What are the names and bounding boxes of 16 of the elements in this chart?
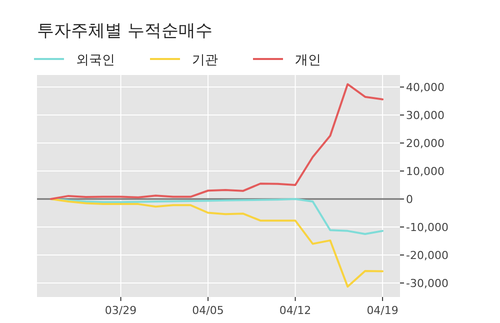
y-tick-label: -20,000 [406,249,448,262]
y-tick-label: -30,000 [406,277,448,290]
y-tick-label: -10,000 [406,221,448,234]
x-tick-label: 04/12 [279,304,312,317]
y-tick-label: 10,000 [406,165,444,178]
y-tick-label: 30,000 [406,109,444,122]
y-tick-label: 0 [406,193,413,206]
x-tick-label: 03/29 [104,304,137,317]
legend-label: 외국인 [76,53,115,68]
legend-label: 기관 [192,53,218,68]
chart-title: 투자주체별 누적순매수 [37,21,212,41]
x-tick-label: 04/19 [366,304,398,317]
y-tick-label: 20,000 [406,137,444,150]
x-tick-label: 04/05 [192,304,224,317]
legend-label: 개인 [295,53,321,68]
y-tick-label: 40,000 [406,81,444,94]
